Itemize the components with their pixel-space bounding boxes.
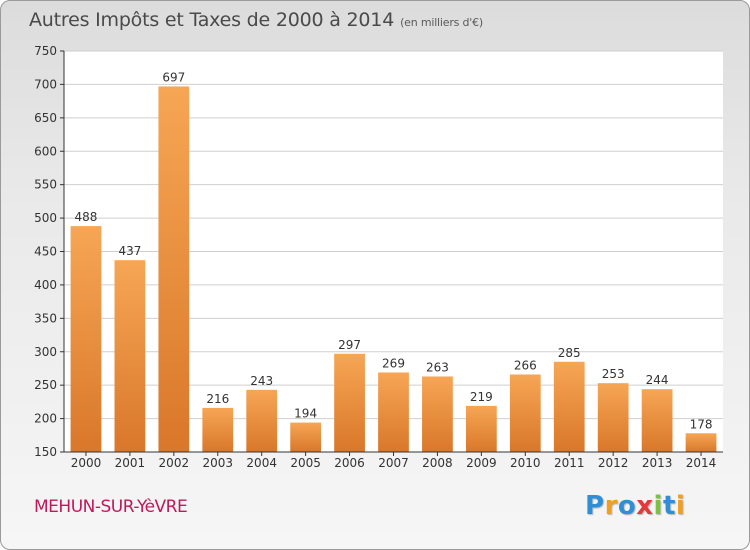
bar — [202, 407, 234, 452]
bar-value-label: 266 — [514, 358, 537, 372]
bar-value-label: 297 — [338, 338, 361, 352]
y-tick-label: 450 — [34, 245, 57, 259]
bar-value-label: 216 — [206, 392, 229, 406]
bar — [334, 353, 365, 452]
commune-name: MEHUN-SUR-YèVRE — [34, 497, 188, 517]
x-tick-label: 2006 — [334, 456, 365, 470]
x-tick-label: 2008 — [422, 456, 453, 470]
x-tick-label: 2003 — [202, 456, 233, 470]
bar — [465, 405, 497, 452]
bar-value-label: 285 — [558, 346, 581, 360]
bar — [378, 372, 409, 452]
bar-value-label: 437 — [118, 244, 141, 258]
chart-title-text: Autres Impôts et Taxes de 2000 à 2014 — [29, 9, 395, 31]
bar — [70, 226, 102, 452]
y-tick-label: 250 — [34, 378, 57, 392]
proxiti-logo: Proxiti — [585, 491, 685, 521]
logo-letter: x — [636, 491, 654, 521]
bar-value-label: 253 — [602, 367, 625, 381]
bar — [290, 422, 322, 452]
bar-value-label: 244 — [646, 373, 669, 387]
bar — [553, 361, 585, 452]
x-tick-label: 2009 — [466, 456, 497, 470]
x-tick-label: 2012 — [598, 456, 629, 470]
logo-letter: P — [585, 491, 605, 521]
y-tick-label: 700 — [34, 77, 57, 91]
x-tick-label: 2005 — [290, 456, 321, 470]
bar — [509, 374, 541, 452]
chart-unit-note: (en milliers d'€) — [400, 16, 483, 29]
bar-value-label: 178 — [690, 417, 713, 431]
x-tick-label: 2000 — [71, 456, 102, 470]
x-tick-label: 2007 — [378, 456, 409, 470]
logo-letter: i — [675, 491, 686, 521]
chart-title: Autres Impôts et Taxes de 2000 à 2014 (en… — [29, 9, 483, 31]
bar-value-label: 219 — [470, 390, 493, 404]
y-tick-label: 300 — [34, 345, 57, 359]
bar-value-label: 243 — [250, 374, 273, 388]
bar — [158, 86, 190, 453]
y-tick-label: 550 — [34, 178, 57, 192]
y-tick-label: 650 — [34, 111, 57, 125]
bar — [641, 389, 673, 452]
bar-value-label: 194 — [294, 407, 317, 421]
bar — [597, 383, 629, 452]
bar — [422, 376, 453, 452]
y-tick-label: 150 — [34, 445, 57, 459]
logo-letter: o — [617, 491, 637, 521]
bar-value-label: 697 — [162, 70, 185, 84]
x-tick-label: 2011 — [554, 456, 585, 470]
y-tick-label: 400 — [34, 278, 57, 292]
x-tick-label: 2002 — [159, 456, 190, 470]
x-tick-label: 2013 — [642, 456, 673, 470]
bar — [246, 389, 278, 452]
y-tick-label: 600 — [34, 144, 57, 158]
y-tick-label: 500 — [34, 211, 57, 225]
y-tick-label: 200 — [34, 412, 57, 426]
x-tick-label: 2010 — [510, 456, 541, 470]
y-tick-label: 750 — [34, 44, 57, 58]
y-tick-label: 350 — [34, 311, 57, 325]
bar-value-label: 269 — [382, 356, 405, 370]
x-tick-label: 2014 — [686, 456, 717, 470]
bar-value-label: 488 — [75, 210, 98, 224]
logo-letter: r — [604, 491, 618, 521]
bar — [685, 433, 717, 452]
x-tick-label: 2004 — [246, 456, 277, 470]
bar — [114, 260, 146, 452]
logo-letter: i — [653, 491, 663, 521]
bar-value-label: 263 — [426, 360, 449, 374]
x-tick-label: 2001 — [115, 456, 146, 470]
logo-letter: t — [662, 491, 676, 521]
